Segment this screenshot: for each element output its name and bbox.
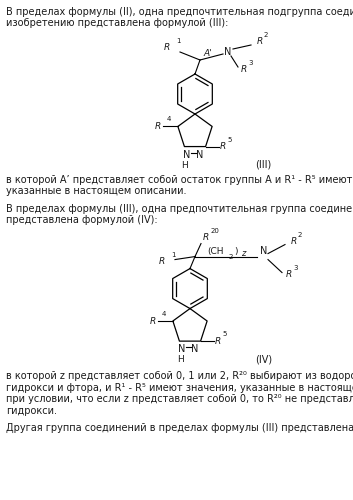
Text: N: N (178, 344, 186, 354)
Text: в которой A’ представляет собой остаток группы A и R¹ - R⁵ имеют значения,: в которой A’ представляет собой остаток … (6, 174, 353, 184)
Text: В пределах формулы (II), одна предпочтительная подгруппа соединений по: В пределах формулы (II), одна предпочтит… (6, 7, 353, 17)
Text: гидрокси и фтора, и R¹ - R⁵ имеют значения, указанные в настоящем описании,: гидрокси и фтора, и R¹ - R⁵ имеют значен… (6, 382, 353, 392)
Text: 2: 2 (298, 232, 303, 237)
Text: 2: 2 (229, 254, 233, 260)
Text: z: z (241, 248, 245, 258)
Text: 4: 4 (162, 311, 166, 317)
Text: изобретению представлена формулой (III):: изобретению представлена формулой (III): (6, 18, 228, 28)
Text: указанные в настоящем описании.: указанные в настоящем описании. (6, 186, 186, 196)
Text: (IV): (IV) (255, 354, 272, 364)
Text: 1: 1 (176, 38, 180, 44)
Text: представлена формулой (IV):: представлена формулой (IV): (6, 215, 158, 225)
Text: 5: 5 (228, 136, 232, 142)
Text: R: R (164, 44, 170, 52)
Text: R: R (203, 233, 209, 242)
Text: R: R (241, 66, 247, 74)
Text: N: N (183, 150, 191, 160)
Text: при условии, что если z представляет собой 0, то R²⁰ не представляет собой: при условии, что если z представляет соб… (6, 394, 353, 404)
Text: R: R (257, 38, 263, 46)
Text: 4: 4 (167, 116, 171, 122)
Text: H: H (182, 160, 189, 170)
Text: A': A' (203, 49, 212, 58)
Text: (III): (III) (255, 160, 271, 170)
Text: H: H (176, 355, 183, 364)
Text: 3: 3 (248, 60, 252, 66)
Text: R: R (286, 270, 292, 279)
Text: в которой z представляет собой 0, 1 или 2, R²⁰ выбирают из водорода, метила,: в которой z представляет собой 0, 1 или … (6, 371, 353, 381)
Text: В пределах формулы (III), одна предпочтительная группа соединений: В пределах формулы (III), одна предпочти… (6, 204, 353, 214)
Text: 2: 2 (264, 32, 268, 38)
Text: N: N (191, 344, 199, 354)
Text: 1: 1 (171, 252, 175, 258)
Text: гидрокси.: гидрокси. (6, 406, 57, 415)
Text: R: R (220, 142, 226, 151)
Text: ): ) (234, 246, 238, 256)
Text: R: R (159, 257, 165, 266)
Text: 5: 5 (223, 331, 227, 337)
Text: R: R (150, 316, 156, 326)
Text: R: R (215, 336, 221, 345)
Text: 3: 3 (293, 264, 298, 270)
Text: (CH: (CH (207, 246, 223, 256)
Text: 20: 20 (211, 228, 220, 234)
Text: N: N (260, 246, 267, 256)
Text: R: R (155, 122, 161, 131)
Text: Другая группа соединений в пределах формулы (III) представлена формулой (V):: Другая группа соединений в пределах форм… (6, 423, 353, 433)
Text: N: N (224, 47, 232, 57)
Text: R: R (291, 237, 297, 246)
Text: N: N (196, 150, 204, 160)
